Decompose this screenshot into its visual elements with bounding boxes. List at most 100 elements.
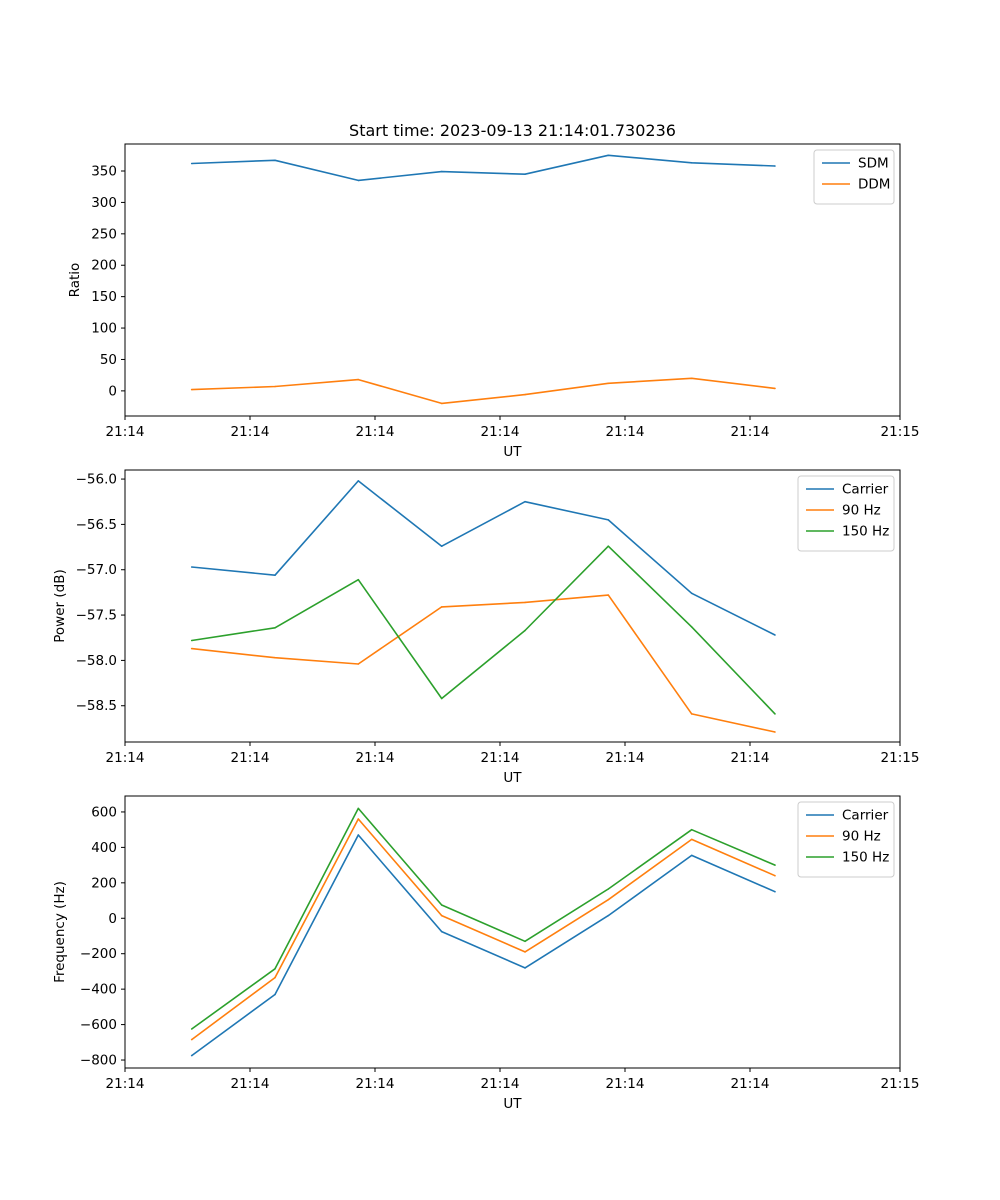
x-tick-label: 21:14 [356, 424, 395, 440]
data-point [690, 162, 693, 164]
data-point [440, 402, 443, 405]
data-point [607, 519, 610, 521]
legend-label: SDM [858, 156, 889, 172]
y-tick-label: −56.0 [76, 472, 117, 488]
data-point [357, 578, 360, 581]
y-tick-label: 200 [91, 875, 117, 891]
data-point [524, 500, 526, 503]
data-point [607, 914, 610, 917]
data-point [607, 382, 610, 385]
legend-label: Carrier [842, 808, 889, 824]
series-ddm [190, 377, 776, 405]
data-point [690, 377, 693, 380]
y-tick-label: 0 [108, 383, 117, 399]
legend: Carrier 90 Hz 150 Hz [797, 475, 895, 552]
legend-box [797, 475, 895, 552]
legend-label: Carrier [842, 482, 889, 498]
y-tick-label: −57.5 [76, 608, 117, 624]
y-axis-label: Frequency (Hz) [52, 881, 68, 983]
legend-label: 150 Hz [842, 850, 889, 866]
x-tick-label: 21:14 [231, 424, 270, 440]
data-point [524, 940, 526, 943]
data-point [440, 914, 443, 917]
data-point [524, 173, 526, 175]
x-tick-label: 21:14 [231, 1076, 270, 1092]
x-tick-label: 21:14 [106, 424, 145, 440]
data-point [357, 807, 360, 810]
data-point [440, 545, 443, 547]
legend: Carrier 90 Hz 150 Hz [797, 801, 895, 878]
series-line [191, 545, 776, 715]
axes-frame [124, 143, 901, 417]
data-point [357, 378, 360, 381]
data-point [690, 626, 693, 628]
subplot-1: 21:14 21:14 21:14 21:14 21:14 21:14 21:15 0 50 10… [67, 143, 919, 460]
data-point [607, 888, 610, 890]
data-point [774, 165, 776, 167]
data-point [190, 388, 193, 391]
data-point [690, 838, 693, 841]
x-tick-label: 21:14 [356, 1076, 395, 1092]
y-tick-label: 250 [91, 226, 117, 242]
y-tick-label: 600 [91, 804, 117, 820]
data-point [190, 162, 193, 165]
data-point [190, 1054, 193, 1057]
series-90-hz [190, 594, 776, 733]
data-point [607, 594, 610, 596]
subplots: 21:14 21:14 21:14 21:14 21:14 21:14 21:15 0 50 10… [52, 143, 920, 1112]
x-tick-label: 21:14 [731, 424, 770, 440]
data-point [274, 993, 276, 996]
x-tick-label: 21:14 [231, 750, 270, 766]
data-point [524, 951, 526, 953]
series-line [191, 377, 776, 405]
data-point [524, 601, 526, 604]
y-tick-label: −58.5 [76, 698, 117, 714]
data-point [524, 967, 526, 969]
data-point [190, 1038, 193, 1041]
x-tick-label: 21:14 [606, 750, 645, 766]
data-point [274, 627, 276, 629]
series-carrier [190, 480, 776, 636]
data-point [524, 393, 526, 396]
data-point [274, 968, 276, 970]
x-tick-label: 21:14 [606, 1076, 645, 1092]
data-point [274, 385, 276, 388]
data-point [440, 904, 443, 906]
data-point [774, 713, 776, 715]
data-point [357, 480, 360, 482]
series-150-hz [190, 807, 776, 1030]
y-tick-label: −56.5 [76, 517, 117, 533]
data-point [774, 874, 776, 877]
data-point [774, 634, 776, 636]
x-tick-label: 21:15 [881, 750, 920, 766]
axes-frame [124, 469, 901, 743]
data-point [607, 154, 610, 157]
series-90-hz [190, 818, 776, 1041]
subplot-3: 21:14 21:14 21:14 21:14 21:14 21:14 21:15 −800 −… [52, 795, 919, 1112]
data-point [357, 818, 360, 820]
y-tick-label: 350 [91, 164, 117, 180]
y-tick-label: −800 [80, 1053, 117, 1069]
series-line [191, 594, 776, 733]
data-point [440, 170, 443, 173]
y-tick-label: −58.0 [76, 653, 117, 669]
data-point [190, 639, 193, 642]
data-point [774, 864, 776, 866]
x-tick-label: 21:14 [481, 1076, 520, 1092]
legend-label: DDM [858, 177, 890, 193]
axes-frame [124, 795, 901, 1069]
data-point [690, 592, 693, 595]
x-tick-label: 21:14 [106, 750, 145, 766]
data-point [690, 713, 693, 715]
data-point [190, 566, 193, 568]
series-carrier [190, 834, 776, 1057]
x-tick-label: 21:14 [731, 750, 770, 766]
y-tick-label: −600 [80, 1017, 117, 1033]
data-point [774, 890, 776, 893]
x-tick-label: 21:14 [606, 424, 645, 440]
data-point [357, 663, 360, 665]
y-tick-label: 0 [108, 911, 117, 927]
legend: SDM DDM [813, 149, 895, 205]
legend-label: 90 Hz [842, 829, 881, 845]
